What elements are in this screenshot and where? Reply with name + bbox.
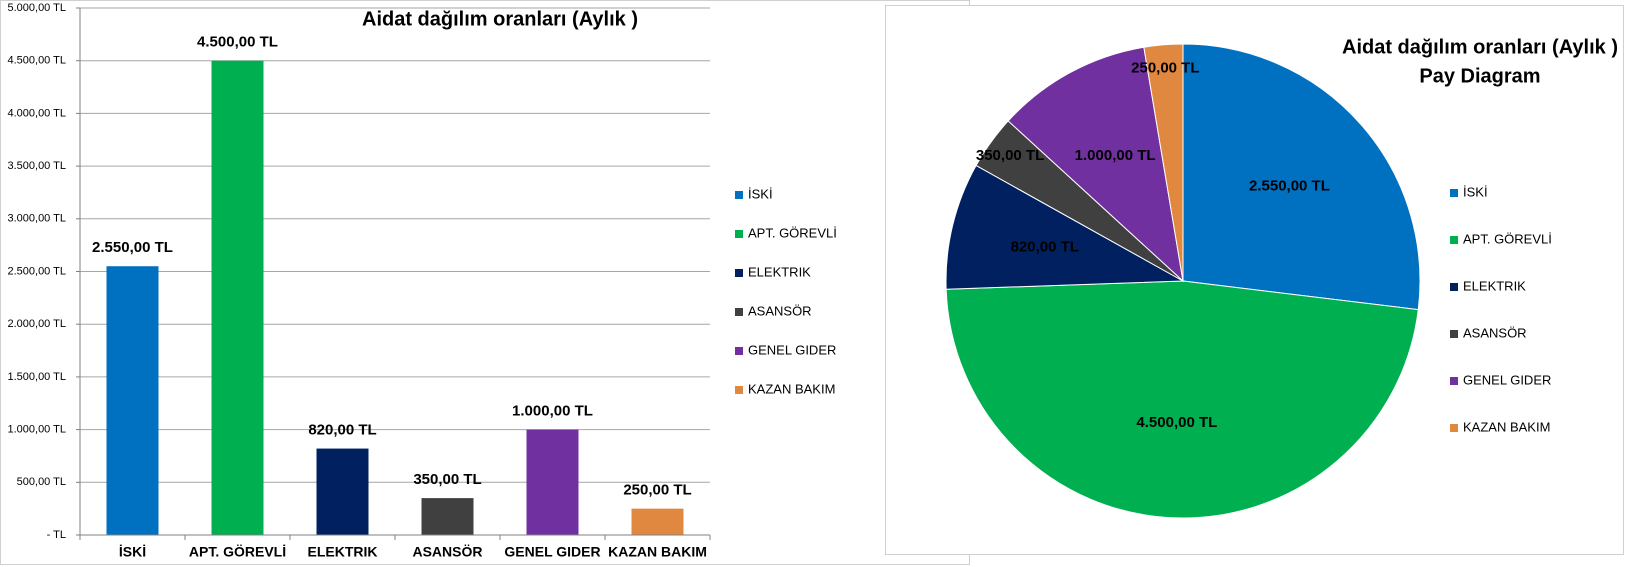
legend-label: ELEKTRIK (1463, 278, 1526, 293)
data-label: 350,00 TL (413, 471, 481, 488)
legend-label: ASANSÖR (748, 303, 812, 318)
y-tick-label: 500,00 TL (17, 476, 66, 488)
bar (421, 498, 474, 535)
pie-slice (945, 164, 1185, 290)
legend-swatch (1450, 283, 1458, 291)
y-tick-label: 4.500,00 TL (7, 55, 66, 67)
data-label: 820,00 TL (1011, 239, 1079, 256)
data-label: 2.550,00 TL (92, 239, 173, 256)
bar-title: Aidat dağılım oranları (Aylık ) (362, 8, 638, 30)
x-tick-label: KAZAN BAKIM (608, 544, 707, 560)
bar (316, 448, 369, 535)
legend-swatch (1450, 189, 1458, 197)
legend-swatch (735, 191, 743, 199)
y-tick-label: 3.000,00 TL (7, 213, 66, 225)
bar (631, 508, 684, 535)
legend-swatch (1450, 330, 1458, 338)
x-tick-label: İSKİ (119, 544, 146, 560)
y-tick-label: 5.000,00 TL (7, 2, 66, 14)
data-label: 820,00 TL (308, 422, 376, 439)
data-label: 2.550,00 TL (1249, 178, 1330, 195)
bar (106, 266, 159, 535)
legend-label: ASANSÖR (1463, 325, 1527, 340)
y-tick-label: 2.000,00 TL (7, 318, 66, 330)
pie-slice (1143, 43, 1184, 282)
legend-swatch (735, 386, 743, 394)
bar-frame (0, 0, 970, 565)
legend-label: APT. GÖREVLİ (1463, 231, 1552, 246)
x-tick-label: ELEKTRIK (308, 544, 378, 560)
legend-label: ELEKTRIK (748, 264, 811, 279)
pie-slice (1182, 43, 1421, 311)
data-label: 1.000,00 TL (512, 403, 593, 420)
legend-label: İSKİ (748, 186, 773, 201)
x-tick-label: ASANSÖR (412, 544, 482, 560)
y-tick-label: 1.500,00 TL (7, 371, 66, 383)
legend-swatch (735, 347, 743, 355)
x-tick-label: APT. GÖREVLİ (189, 544, 286, 560)
legend-label: GENEL GIDER (748, 342, 836, 357)
legend-label: İSKİ (1463, 184, 1488, 199)
pie-slice (1007, 46, 1184, 283)
legend-label: KAZAN BAKIM (748, 381, 835, 396)
y-tick-label: 1.000,00 TL (7, 424, 66, 436)
legend-swatch (1450, 236, 1458, 244)
pie-title: Aidat dağılım oranları (Aylık ) (1342, 36, 1618, 58)
y-tick-label: 2.500,00 TL (7, 265, 66, 277)
data-label: 4.500,00 TL (1136, 414, 1217, 431)
legend-swatch (1450, 424, 1458, 432)
y-tick-label: 3.500,00 TL (7, 160, 66, 172)
data-label: 4.500,00 TL (197, 34, 278, 51)
legend-swatch (1450, 377, 1458, 385)
legend-swatch (735, 308, 743, 316)
data-label: 250,00 TL (623, 482, 691, 499)
pie-subtitle: Pay Diagram (1419, 65, 1540, 87)
legend-label: GENEL GIDER (1463, 372, 1551, 387)
data-label: 1.000,00 TL (1075, 147, 1156, 164)
bar (526, 429, 579, 535)
y-tick-label: - TL (47, 529, 66, 541)
legend-label: APT. GÖREVLİ (748, 225, 837, 240)
y-tick-label: 4.000,00 TL (7, 107, 66, 119)
x-tick-label: GENEL GIDER (504, 544, 600, 560)
legend-swatch (735, 230, 743, 238)
bar (211, 60, 264, 535)
data-label: 350,00 TL (976, 147, 1044, 164)
data-label: 250,00 TL (1131, 59, 1199, 76)
legend-swatch (735, 269, 743, 277)
pie-slice (945, 280, 1419, 519)
legend-label: KAZAN BAKIM (1463, 419, 1550, 434)
